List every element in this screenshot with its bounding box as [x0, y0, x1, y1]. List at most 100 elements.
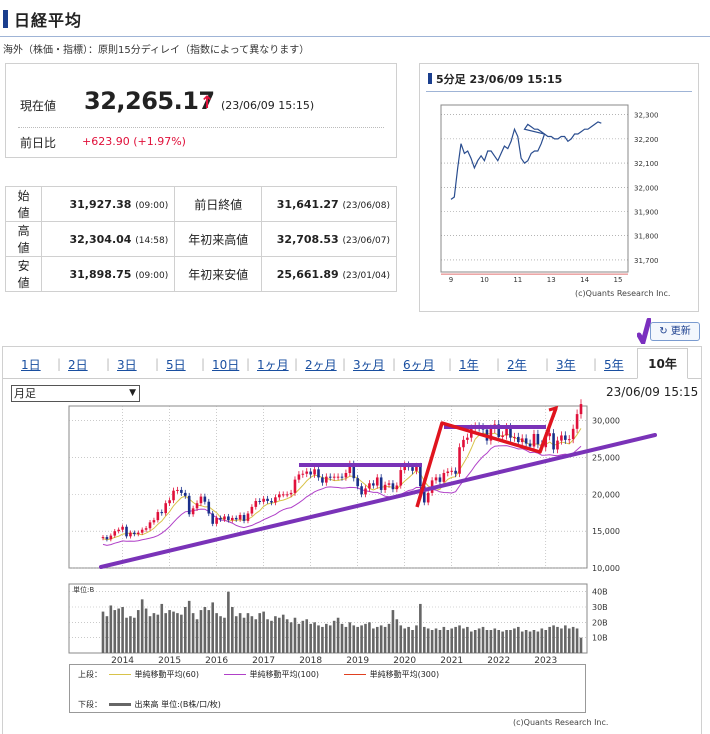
- mini-copyright: (c)Quants Research Inc.: [575, 289, 671, 298]
- candle-body: [556, 440, 559, 450]
- volume-bar: [301, 620, 305, 653]
- tab-7[interactable]: 3ヶ月: [353, 358, 385, 372]
- volume-bar: [195, 619, 199, 653]
- tab-5[interactable]: 1ヶ月: [257, 358, 289, 372]
- tab-10y[interactable]: 10年: [637, 348, 688, 379]
- volume-bar: [148, 616, 152, 653]
- volume-bar: [426, 628, 430, 653]
- candle-body: [230, 517, 234, 521]
- year-tick-label: 2021: [440, 656, 463, 666]
- candle-body: [117, 529, 120, 532]
- volume-bar: [117, 608, 120, 653]
- volume-bar: [571, 626, 575, 653]
- volume-bar: [552, 625, 555, 653]
- stat-label: 年初来安値: [174, 256, 263, 292]
- volume-bar: [234, 616, 238, 653]
- tab-8[interactable]: 6ヶ月: [403, 358, 435, 372]
- volume-bar: [372, 628, 375, 653]
- current-value: 32,265.17: [84, 87, 215, 115]
- tab-12[interactable]: 5年: [604, 358, 624, 372]
- candle-body: [524, 438, 528, 444]
- volume-bar: [140, 599, 144, 653]
- candle-body: [227, 516, 230, 521]
- volume-y-tick-label: 30B: [592, 603, 608, 612]
- up-arrow-icon: ↑: [200, 93, 215, 113]
- interval-select-value: 月足: [14, 387, 36, 400]
- volume-bar: [172, 611, 175, 653]
- volume-bar: [125, 617, 128, 653]
- volume-bar: [383, 626, 387, 653]
- volume-bar: [340, 623, 344, 653]
- mini-x-tick-label: 13: [547, 276, 556, 284]
- candle-body: [246, 513, 250, 521]
- volume-bar: [422, 626, 426, 653]
- tab-6[interactable]: 2ヶ月: [305, 358, 337, 372]
- candle-body: [360, 486, 363, 495]
- candle-body: [340, 476, 344, 478]
- mini-y-tick-label: 32,300: [634, 112, 659, 120]
- annotation-support-trendline: [99, 433, 657, 569]
- stat-label: 安値: [4, 256, 43, 292]
- volume-bar: [509, 630, 512, 653]
- legend-row-lower: 下段： 出来高 単位:(B株/口/枚): [78, 699, 239, 710]
- tab-4[interactable]: 10日: [212, 358, 240, 372]
- candle-body: [513, 436, 516, 438]
- year-tick-label: 2015: [158, 656, 181, 666]
- volume-bar: [528, 631, 532, 653]
- volume-bar: [223, 617, 226, 653]
- candle-body: [544, 436, 548, 448]
- candle-body: [442, 473, 446, 482]
- candle-body: [497, 424, 501, 437]
- candle-body: [560, 435, 563, 441]
- volume-bar: [481, 626, 485, 653]
- refresh-button[interactable]: ↻ 更新: [650, 322, 700, 341]
- tab-3[interactable]: 5日: [166, 358, 186, 372]
- volume-bar: [313, 622, 316, 653]
- tab-separator: |: [106, 357, 111, 371]
- volume-plot-frame: [68, 583, 588, 654]
- current-divider: [18, 127, 384, 128]
- volume-bar: [399, 625, 403, 653]
- intraday-chart-panel: 5分足 23/06/09 15:15: [419, 63, 699, 312]
- year-tick-label: 2022: [487, 656, 510, 666]
- candle-body: [328, 476, 332, 478]
- volume-bar: [238, 613, 242, 653]
- volume-bar: [469, 631, 473, 653]
- volume-bar: [136, 610, 140, 653]
- candle-body: [133, 532, 136, 535]
- tab-10[interactable]: 2年: [507, 358, 527, 372]
- volume-bar: [387, 623, 391, 653]
- diff-label: 前日比: [20, 136, 57, 150]
- page-header: 日経平均: [0, 0, 710, 36]
- diff-value: +623.90 (+1.97%): [82, 135, 186, 148]
- candle-body: [372, 483, 375, 486]
- candle-body: [434, 477, 438, 481]
- tab-1[interactable]: 2日: [68, 358, 88, 372]
- candle-body: [387, 483, 391, 485]
- candle-body: [156, 512, 160, 521]
- tab-11[interactable]: 3年: [556, 358, 576, 372]
- candle-body: [238, 514, 242, 520]
- candle-body: [379, 477, 383, 490]
- title-divider: [0, 36, 710, 37]
- volume-bar: [532, 630, 536, 653]
- volume-bar: [567, 628, 571, 653]
- candle-body: [278, 494, 281, 498]
- volume-bar: [297, 623, 301, 653]
- candle-body: [148, 522, 152, 529]
- candle-body: [317, 469, 320, 478]
- candle-body: [285, 494, 289, 496]
- candle-body: [336, 476, 340, 478]
- refresh-label: 更新: [670, 326, 691, 337]
- volume-bar: [375, 626, 379, 653]
- tab-9[interactable]: 1年: [459, 358, 479, 372]
- volume-bar: [446, 630, 450, 653]
- interval-select[interactable]: 月足 ▼: [11, 385, 140, 402]
- year-tick-label: 2014: [111, 656, 134, 666]
- volume-bar: [242, 617, 246, 653]
- volume-bar: [168, 610, 171, 653]
- tab-2[interactable]: 3日: [117, 358, 137, 372]
- stat-value: 31,898.75 (09:00): [41, 256, 176, 292]
- tab-0[interactable]: 1日: [21, 358, 41, 372]
- candle-body: [313, 469, 316, 475]
